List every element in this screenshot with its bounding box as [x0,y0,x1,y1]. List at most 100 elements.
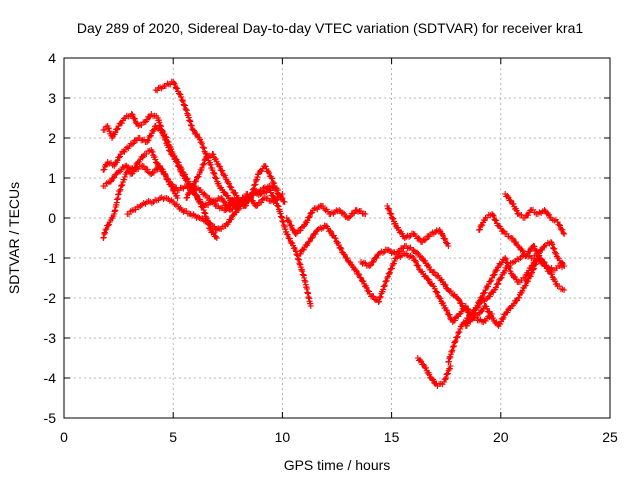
data-point [437,295,449,312]
data-point [436,380,446,388]
data-point [283,231,290,237]
y-tick-label: -2 [44,290,57,306]
data-point [555,221,567,236]
data-point [107,213,117,224]
data-point [139,200,149,208]
y-tick-label: -1 [44,250,57,266]
data-point [541,207,548,213]
data-point [324,223,337,239]
x-tick-label: 5 [169,429,177,445]
data-point [384,275,391,281]
data-point [446,288,459,300]
series-arc-g [183,151,288,209]
series-arc-l [410,255,568,325]
data-point [503,305,514,316]
series-arc-b [100,123,314,309]
data-point [528,271,535,277]
data-point [492,276,503,293]
data-point [463,316,475,329]
data-point [150,112,160,120]
data-point [484,211,494,221]
data-point [429,269,442,280]
data-point [101,161,110,173]
data-point [184,184,195,201]
data-point [190,127,202,141]
data-point [503,192,514,204]
data-point [445,339,458,365]
data-point [208,229,219,240]
series-arc-k [384,203,452,249]
data-point [143,147,153,157]
data-point [129,160,141,177]
series-arc-q [462,255,541,329]
data-point [471,311,481,321]
data-point [162,133,176,156]
data-point [366,263,373,269]
data-point [337,208,350,220]
data-point [101,123,110,133]
data-point [136,119,147,129]
data-point [430,283,442,300]
data-point [112,153,123,168]
data-point [561,287,568,293]
data-point [420,233,433,244]
data-point [132,203,142,213]
data-point [516,274,527,286]
data-point [161,131,168,137]
data-point [516,284,527,301]
data-point [450,313,462,324]
series-arc-i [296,222,417,305]
data-point [441,379,448,385]
data-point [158,194,168,203]
y-tick-label: 2 [48,130,56,146]
data-point [496,223,508,235]
data-point [293,223,306,237]
data-point [113,171,120,177]
data-point [384,255,399,280]
data-point [479,296,490,305]
data-point [545,264,555,272]
data-point [284,217,298,236]
data-point [367,252,381,269]
data-point [336,207,343,213]
data-point [223,211,237,228]
data-point [115,191,122,197]
data-point [174,195,181,201]
data-point [506,259,516,269]
data-point [235,207,242,213]
x-tick-labels: 0 5 10 15 20 25 [60,429,618,445]
data-point [437,276,451,292]
data-point [106,159,116,169]
data-point [509,235,521,249]
data-point [349,263,356,269]
y-tick-label: -3 [44,330,57,346]
data-point [307,303,314,309]
data-point [149,148,161,167]
data-point [210,151,222,168]
data-point [452,323,464,344]
data-point [301,277,314,307]
data-point [411,257,423,273]
data-point [292,231,299,237]
series-arc-d [100,147,181,241]
data-point [218,195,225,201]
data-point [551,262,562,274]
data-point [489,264,501,279]
y-tick-label: 1 [48,170,56,186]
data-point [411,248,424,260]
data-point [106,179,113,185]
x-tick-label: 10 [275,429,291,445]
data-point [530,206,540,217]
data-point [515,243,522,249]
data-point [306,228,320,245]
data-point [111,191,122,215]
data-point [284,231,298,252]
data-point [145,198,155,207]
y-tick-label: -5 [44,410,57,426]
data-point [103,221,112,232]
data-point [162,171,174,188]
data-point [127,137,140,148]
data-point [543,239,553,249]
data-point [210,169,222,187]
data-point [262,163,274,180]
